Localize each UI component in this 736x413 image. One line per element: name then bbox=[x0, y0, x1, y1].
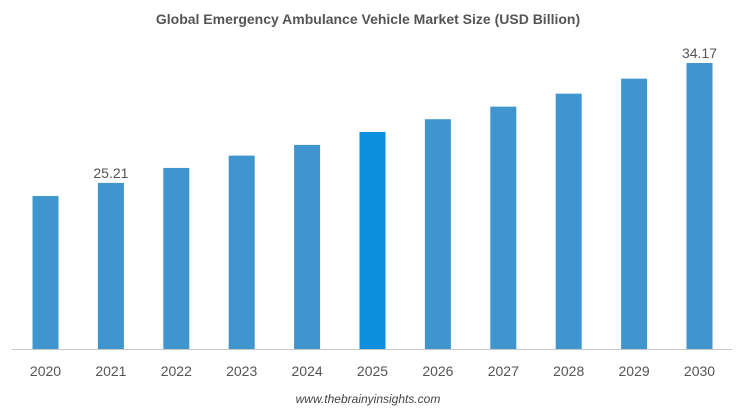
x-tick-label: 2027 bbox=[488, 363, 519, 379]
source-watermark: www.thebrainyinsights.com bbox=[295, 392, 441, 406]
x-tick-label: 2026 bbox=[422, 363, 453, 379]
bar-2023 bbox=[228, 155, 255, 349]
bar-2027 bbox=[490, 106, 517, 349]
x-tick-label: 2030 bbox=[684, 363, 715, 379]
data-label: 25.21 bbox=[93, 165, 128, 181]
bar-2024 bbox=[294, 144, 321, 349]
x-tick-label: 2023 bbox=[226, 363, 257, 379]
data-label: 34.17 bbox=[682, 45, 717, 61]
x-tick-label: 2024 bbox=[292, 363, 323, 379]
x-tick-label: 2020 bbox=[30, 363, 61, 379]
bar-2026 bbox=[424, 119, 451, 349]
chart-title: Global Emergency Ambulance Vehicle Marke… bbox=[155, 11, 581, 27]
bar-2030 bbox=[686, 63, 713, 349]
bar-2020 bbox=[32, 196, 59, 349]
x-tick-label: 2025 bbox=[357, 363, 388, 379]
x-tick-label: 2022 bbox=[161, 363, 192, 379]
bar-2022 bbox=[163, 167, 190, 349]
bar-2028 bbox=[555, 93, 582, 349]
x-tick-label: 2029 bbox=[619, 363, 650, 379]
bar-2029 bbox=[621, 78, 648, 350]
x-tick-label: 2021 bbox=[95, 363, 126, 379]
bar-2025 bbox=[359, 131, 386, 349]
x-tick-label: 2028 bbox=[553, 363, 584, 379]
bar-2021 bbox=[97, 182, 124, 349]
